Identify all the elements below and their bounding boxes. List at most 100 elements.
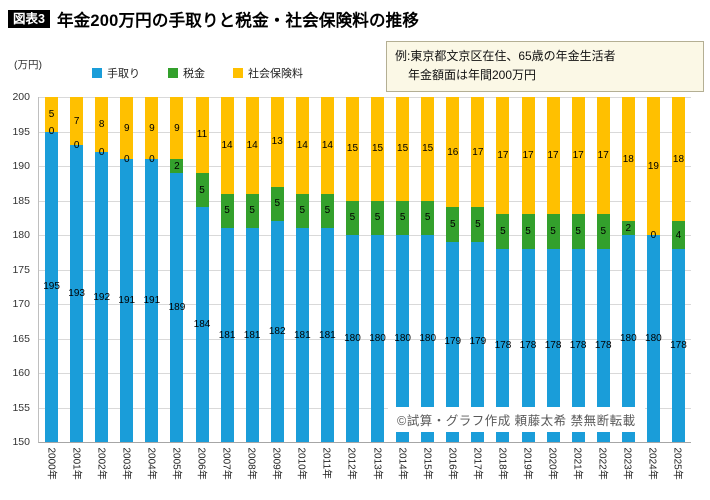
bar-segment-shakai — [270, 97, 284, 187]
bar-segment-zeikin — [546, 214, 560, 249]
bar-value-zeikin: 4 — [675, 229, 682, 241]
bar-value-tedori: 178 — [569, 339, 587, 351]
bar-value-tedori: 178 — [594, 339, 612, 351]
bar-segment-shakai — [596, 97, 610, 215]
bar-value-zeikin: 5 — [424, 212, 431, 224]
bar-segment-shakai — [195, 97, 209, 173]
bar-value-shakai: 18 — [622, 153, 634, 165]
bar-segment-zeikin — [671, 221, 685, 249]
bar-segment-tedori — [220, 228, 234, 442]
x-axis-label: 2007年 — [220, 447, 232, 480]
bar-segment-tedori — [471, 241, 485, 442]
watermark: ©試算・グラフ作成 頼藤太希 禁無断転載 — [388, 407, 645, 432]
x-axis-label: 2020年 — [546, 447, 558, 480]
chart-header: 図表3 年金200万円の手取りと税金・社会保険料の推移 — [8, 7, 419, 31]
bar-value-tedori: 179 — [469, 336, 487, 348]
gridline — [39, 200, 691, 202]
bar-value-zeikin: 5 — [399, 212, 406, 224]
bar-segment-tedori — [621, 235, 635, 442]
y-tick-label: 190 — [12, 160, 30, 172]
bar-value-zeikin: 5 — [449, 219, 456, 231]
y-tick-label: 175 — [12, 263, 30, 276]
bar-value-tedori: 178 — [544, 339, 562, 351]
bar-value-shakai: 15 — [397, 143, 409, 155]
bar-segment-tedori — [295, 228, 309, 442]
bar-value-shakai: 15 — [371, 143, 384, 155]
bar-segment-tedori — [245, 228, 259, 442]
bar-value-tedori: 193 — [68, 288, 85, 300]
bar-value-zeikin: 5 — [525, 226, 531, 238]
legend-item-zeikin: 税金 — [168, 65, 205, 81]
x-axis-label: 2015年 — [421, 447, 433, 480]
bar-segment-zeikin — [371, 200, 385, 235]
bar-value-shakai: 17 — [497, 150, 509, 162]
bar-value-zeikin: 5 — [224, 205, 230, 217]
bar-value-shakai: 11 — [196, 129, 208, 141]
legend-item-tedori: 手取り — [92, 65, 140, 81]
bar-segment-tedori — [671, 248, 685, 442]
bar-value-zeikin: 0 — [149, 153, 155, 165]
bar-segment-tedori — [345, 235, 359, 442]
bar-segment-tedori — [120, 159, 134, 442]
bar-segment-tedori — [546, 248, 560, 442]
bar-value-shakai: 17 — [597, 150, 609, 162]
gridline — [39, 373, 691, 374]
bar-segment-shakai — [245, 97, 259, 194]
gridline — [39, 407, 691, 409]
x-axis-label: 2021年 — [571, 447, 583, 480]
bar-segment-tedori — [170, 172, 184, 442]
x-axis-label: 2024年 — [646, 447, 658, 480]
gridline — [39, 269, 691, 271]
bar-segment-tedori — [396, 235, 410, 442]
bar-value-zeikin: 5 — [324, 205, 331, 217]
bar-segment-shakai — [345, 97, 359, 201]
bar-segment-tedori — [421, 235, 435, 442]
legend-swatch-tedori — [92, 68, 102, 78]
bar-value-shakai: 15 — [422, 143, 434, 155]
legend-item-shakai: 社会保険料 — [233, 65, 303, 81]
y-tick-label: 155 — [12, 401, 30, 414]
bar-value-zeikin: 2 — [625, 222, 632, 234]
legend-swatch-shakai — [233, 68, 243, 78]
bar-segment-zeikin — [571, 214, 585, 249]
bar-segment-zeikin — [220, 193, 234, 229]
plot-area: 195 0 5 193 0 7 192 0 8 191 0 9 191 0 9 189 2 9 184 5 11 181 5… — [38, 97, 691, 443]
gridline — [39, 304, 691, 305]
bar-segment-shakai — [421, 97, 435, 201]
bar-segment-zeikin — [421, 200, 435, 235]
bar-segment-zeikin — [621, 221, 635, 235]
x-axis-label: 2025年 — [671, 447, 683, 480]
bar-value-shakai: 17 — [472, 146, 484, 158]
bar-segment-shakai — [95, 97, 109, 153]
bar-value-zeikin: 5 — [374, 212, 381, 224]
bar-value-tedori: 180 — [394, 333, 411, 344]
bar-value-shakai: 13 — [271, 136, 283, 148]
x-axis: 2000年 2001年 2002年 2003年 2004年 2005年 2006年 2007年… — [38, 443, 690, 499]
x-axis-label: 2006年 — [195, 447, 207, 480]
bar-segment-tedori — [320, 228, 334, 442]
bar-segment-shakai — [396, 97, 410, 201]
bar-value-shakai: 5 — [48, 108, 55, 120]
bar-value-zeikin: 2 — [174, 160, 180, 172]
x-axis-label: 2014年 — [396, 447, 408, 480]
bar-value-zeikin: 5 — [199, 184, 205, 196]
y-tick-label: 200 — [12, 91, 30, 103]
bar-segment-shakai — [320, 97, 334, 194]
bar-segment-shakai — [371, 97, 385, 201]
annotation-line-2: 年金額面は年間200万円 — [408, 68, 537, 83]
bar-segment-shakai — [496, 97, 510, 215]
gridline — [39, 235, 691, 236]
gridline — [39, 131, 691, 133]
bar-segment-shakai — [145, 97, 159, 160]
x-axis-label: 2008年 — [245, 447, 257, 480]
bar-segment-zeikin — [270, 186, 284, 222]
y-tick-label: 180 — [12, 229, 30, 241]
y-tick-label: 160 — [12, 367, 30, 379]
bar-value-tedori: 178 — [494, 339, 512, 351]
x-axis-label: 2005年 — [170, 447, 182, 480]
bar-segment-tedori — [371, 235, 385, 442]
bar-value-tedori: 191 — [118, 295, 136, 307]
x-axis-label: 2003年 — [120, 447, 132, 480]
bar-segment-shakai — [220, 97, 234, 194]
bar-value-shakai: 9 — [123, 122, 130, 134]
